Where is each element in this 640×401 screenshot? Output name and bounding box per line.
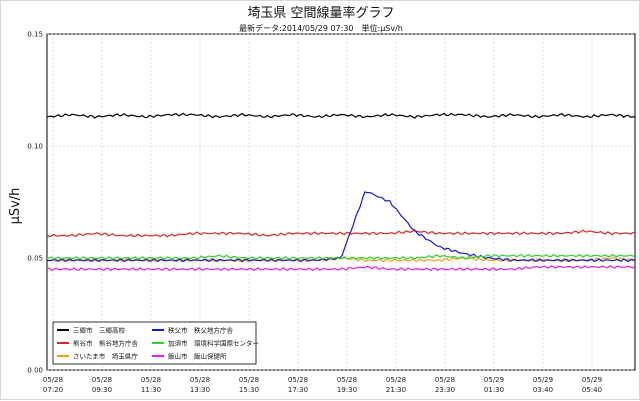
- x-tick-time: 15:30: [239, 386, 259, 394]
- axis-ticks: 0.00 0.05 0.10 0.15 05/28 07:20 05/28 09:30 05/2…: [27, 31, 602, 395]
- series-line: [46, 112, 636, 119]
- x-tick-time: 23:30: [435, 386, 455, 394]
- legend-label: さいたま市 埼玉県庁: [73, 352, 138, 361]
- x-tick-date: 05/29: [484, 376, 504, 384]
- plot-area: [46, 33, 636, 371]
- y-axis-label: μSv/h: [8, 188, 23, 225]
- series-line: [47, 191, 636, 263]
- x-tick-date: 05/28: [435, 376, 455, 384]
- legend-label: 三郷市 三郷高校: [73, 326, 126, 335]
- legend-label: 熊谷市 熊谷地方庁舎: [73, 339, 139, 348]
- x-tick-time: 01:30: [484, 386, 504, 394]
- x-tick-time: 05:40: [582, 386, 602, 394]
- x-tick-date: 05/29: [533, 376, 553, 384]
- grid: [47, 33, 635, 371]
- series-line: [46, 264, 636, 272]
- x-tick-time: 17:30: [288, 386, 308, 394]
- legend-label: 秩父市 秩父地方庁舎: [168, 326, 234, 335]
- x-tick-time: 13:30: [190, 386, 210, 394]
- x-tick-date: 05/28: [337, 376, 357, 384]
- x-tick-time: 21:30: [386, 386, 406, 394]
- x-tick-date: 05/28: [386, 376, 406, 384]
- legend-label: 加須市 環境科学国際センター: [168, 339, 259, 348]
- x-tick-date: 05/28: [92, 376, 112, 384]
- legend-label: 飯山市 飯山保健所: [168, 352, 227, 361]
- series-line: [46, 229, 636, 238]
- x-tick-time: 19:30: [337, 386, 357, 394]
- x-tick-date: 05/28: [141, 376, 161, 384]
- y-tick-label: 0.15: [27, 31, 43, 39]
- chart-subtitle: 最新データ:2014/05/29 07:30 単位:μSv/h: [239, 23, 403, 33]
- series-line: [46, 253, 636, 261]
- y-tick-label: 0.00: [27, 367, 43, 375]
- series-lines: [46, 112, 636, 272]
- y-tick-label: 0.10: [27, 143, 43, 151]
- x-tick-time: 11:30: [141, 386, 161, 394]
- x-tick-time: 07:20: [43, 386, 63, 394]
- x-tick-time: 03:40: [533, 386, 553, 394]
- x-tick-date: 05/28: [190, 376, 210, 384]
- y-tick-label: 0.05: [27, 255, 43, 263]
- x-tick-date: 05/28: [43, 376, 63, 384]
- x-tick-time: 09:30: [92, 386, 112, 394]
- x-tick-date: 05/28: [239, 376, 259, 384]
- x-tick-date: 05/28: [288, 376, 308, 384]
- chart-title: 埼玉県 空間線量率グラフ: [247, 5, 394, 21]
- x-tick-date: 05/29: [582, 376, 602, 384]
